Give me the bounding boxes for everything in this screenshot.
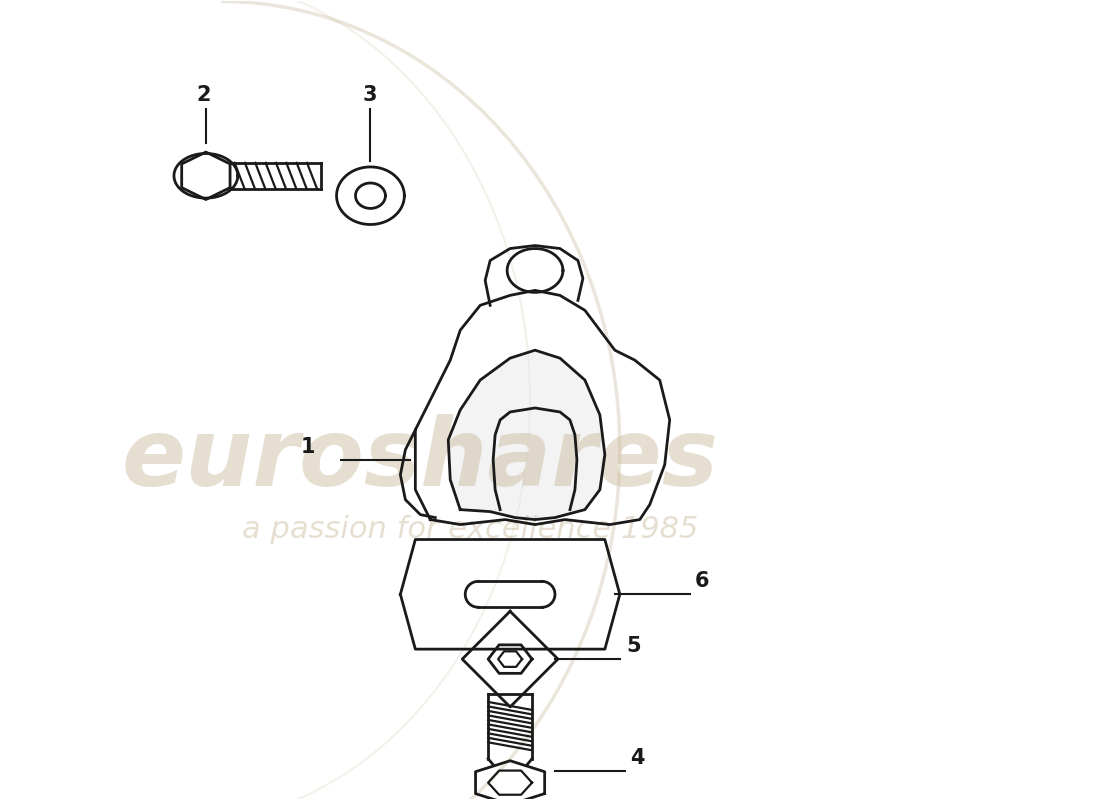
Text: 1: 1 [300, 437, 315, 457]
Text: 3: 3 [363, 85, 377, 105]
Text: a passion for excellence 1985: a passion for excellence 1985 [242, 515, 698, 544]
Text: 6: 6 [694, 571, 710, 591]
Text: euroshares: euroshares [122, 414, 719, 506]
Polygon shape [449, 350, 605, 519]
Text: 4: 4 [630, 748, 645, 768]
Text: 2: 2 [196, 85, 210, 105]
Text: 5: 5 [627, 636, 641, 656]
